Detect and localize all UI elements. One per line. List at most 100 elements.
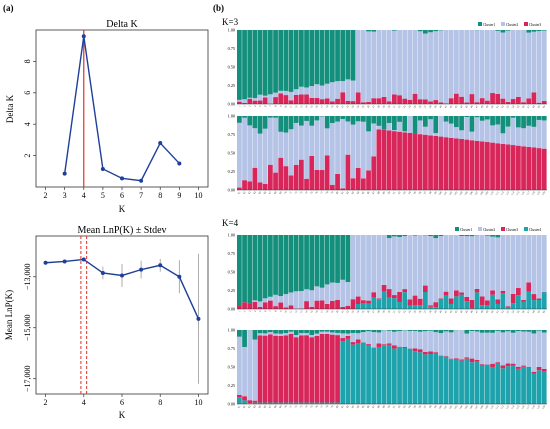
k4-sample-label: 85 <box>361 404 365 408</box>
k4-sample-label: 118 <box>531 404 536 410</box>
k4-sample-label: 83 <box>351 404 355 408</box>
k4-bar-segment <box>407 305 413 309</box>
k3-bar-segment <box>531 30 537 32</box>
k4-bar-segment <box>314 330 320 334</box>
k4-bar-segment <box>521 301 526 309</box>
k4-bar-segment <box>283 333 289 336</box>
k3-sample-label: 48 <box>480 104 484 108</box>
k4-bar-segment <box>376 330 382 333</box>
k3-ytick-label: 0.75 <box>228 46 235 51</box>
k3-bar-segment <box>485 119 490 143</box>
k3-bar-segment <box>510 116 516 118</box>
k4-bar-segment <box>309 335 315 338</box>
k4-bar-segment <box>309 330 315 336</box>
k4-bar-segment <box>366 330 371 332</box>
k3-bar-segment <box>490 142 495 190</box>
k3-ytick-label: 1.00 <box>228 28 235 33</box>
k4-sample-label: 55 <box>516 309 520 313</box>
k3-marks: Cluster1 Cluster2 Cluster3 0.00 0.25 0.50 0.75… <box>228 22 547 196</box>
k3-sample-label: 41 <box>444 104 448 108</box>
k3-bar-segment <box>474 102 480 104</box>
k3-bar-segment <box>402 30 408 99</box>
k4-bar-segment <box>407 348 413 404</box>
k4-sample-label: 6 <box>264 309 268 312</box>
k4-bar-segment <box>521 366 526 404</box>
k4-ytick-label: 0.50 <box>228 270 235 275</box>
k3-sample-label: 92 <box>398 190 402 194</box>
k4-sample-label: 75 <box>310 404 314 408</box>
k4-bar-segment <box>345 235 351 282</box>
k4-ytick-label: 0.75 <box>228 346 235 351</box>
k4-bar-segment <box>247 330 253 401</box>
delta-k-xtick-label: 10 <box>194 191 202 200</box>
k4-sample-label: 20 <box>336 309 340 313</box>
k4-bar-segment <box>448 235 454 299</box>
k4-bar-segment <box>376 332 382 344</box>
k3-bar-segment <box>397 131 402 190</box>
k4-bar-segment <box>500 368 506 404</box>
k3-ytick-label: 0.50 <box>228 65 235 70</box>
k4-bar-segment <box>526 331 532 367</box>
k4-bar-segment <box>376 298 382 300</box>
k3-bar-segment <box>309 116 315 126</box>
k3-sample-label: 31 <box>392 104 396 108</box>
k3-bar-segment <box>443 121 449 138</box>
k4-sample-label: 10 <box>284 309 288 313</box>
lnp-xlabel: K <box>119 410 126 420</box>
k4-bar-segment <box>510 363 516 366</box>
k4-bar-segment <box>485 305 490 309</box>
k4-bar-segment <box>335 235 340 283</box>
k3-bar-segment <box>257 30 263 95</box>
k4-bar-segment <box>262 302 268 309</box>
k4-bar-segment <box>314 335 320 403</box>
k4-bar-segment <box>428 351 433 355</box>
k4-bar-segment <box>490 294 495 309</box>
k3-bar-segment <box>314 84 320 98</box>
k3-bar-segment <box>340 116 346 119</box>
k4-bar-segment <box>314 402 320 404</box>
k3-bar-segment <box>464 117 470 140</box>
k4-bar-segment <box>324 235 330 285</box>
k4-sample-label: 80 <box>336 404 340 408</box>
k4-bar-segment <box>428 305 433 307</box>
k4-bar-segment <box>330 332 335 335</box>
k3-bar-segment <box>340 92 346 104</box>
k4-bar-segment <box>469 330 475 359</box>
k4-bar-segment <box>288 402 294 404</box>
k4-bar-segment <box>417 349 423 353</box>
k3-ytick-label: 0.25 <box>228 83 235 88</box>
k3-bar-segment <box>412 133 418 190</box>
lnp-xtick-label: 8 <box>158 398 162 407</box>
k3-bar-segment <box>299 125 304 160</box>
k3-sample-label: 17 <box>320 104 324 108</box>
k3-bar-segment <box>495 143 501 190</box>
k4-bar-segment <box>479 365 485 404</box>
k3-bar-segment <box>495 30 501 95</box>
k3-sample-label: 93 <box>403 190 407 194</box>
k4-bar-segment <box>366 235 371 301</box>
k3-bar-segment <box>304 120 309 179</box>
k4-bar-segment <box>257 330 263 334</box>
k4-sample-label: 74 <box>305 404 309 408</box>
k3-bar-segment <box>464 102 470 104</box>
k4-bar-segment <box>330 235 335 283</box>
k4-bar-segment <box>417 298 423 306</box>
lnp-xtick-label: 10 <box>194 398 202 407</box>
delta-k-xtick-label: 7 <box>139 191 143 200</box>
k3-bar-segment <box>531 31 537 93</box>
k3-sample-label: 105 <box>464 190 469 196</box>
k3-bar-segment <box>479 120 485 142</box>
k4-bar-segment <box>469 236 475 300</box>
k3-bar-segment <box>237 187 242 190</box>
k3-sample-label: 27 <box>372 104 376 108</box>
k4-bar-segment <box>443 356 449 404</box>
k4-bar-segment <box>459 292 464 295</box>
k4-sample-label: 21 <box>341 309 345 313</box>
k4-sample-label: 116 <box>521 404 526 410</box>
k3-bar-segment <box>516 127 521 146</box>
k3-bar-segment <box>314 116 320 121</box>
k3-bar-segment <box>268 30 273 95</box>
lnp-xtick-label: 6 <box>120 398 124 407</box>
k3-bar-segment <box>288 100 294 104</box>
k3-bar-segment <box>536 116 542 120</box>
